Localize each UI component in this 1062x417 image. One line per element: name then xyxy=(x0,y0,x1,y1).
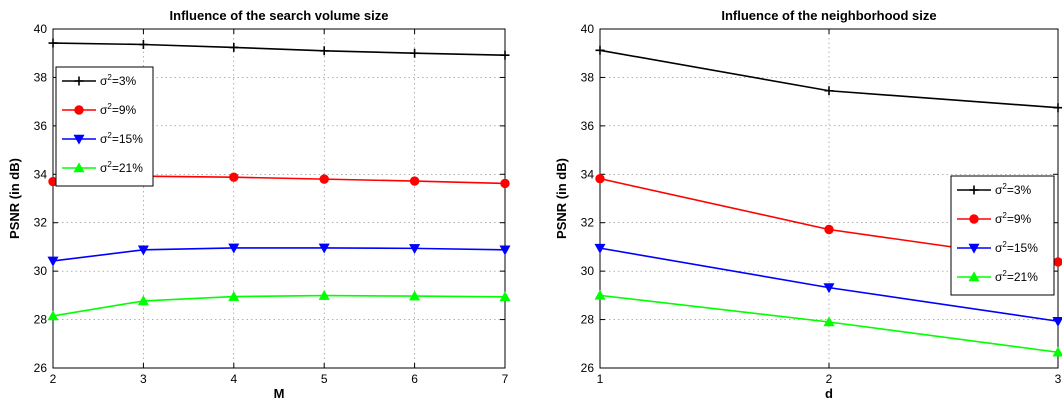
y-tick-label: 36 xyxy=(581,119,595,133)
legend-label: σ2=21% xyxy=(995,269,1038,284)
y-tick-label: 40 xyxy=(581,22,595,36)
chart-title: Influence of the neighborhood size xyxy=(721,8,936,23)
x-tick-label: 2 xyxy=(50,372,57,386)
y-tick-label: 34 xyxy=(34,167,48,181)
legend-marker xyxy=(970,215,979,224)
y-axis-label: PSNR (in dB) xyxy=(554,158,569,239)
legend: σ2=3% σ2=9% σ2=15% σ2=21% xyxy=(951,176,1054,295)
x-tick-label: 6 xyxy=(411,372,418,386)
legend-label: σ2=3% xyxy=(100,73,137,88)
chart-title: Influence of the search volume size xyxy=(170,8,389,23)
data-point xyxy=(410,177,419,186)
legend-label-value: =21% xyxy=(112,161,143,175)
x-tick-label: 1 xyxy=(597,372,604,386)
data-point xyxy=(1054,258,1062,267)
y-axis-label: PSNR (in dB) xyxy=(7,158,22,239)
legend-label: σ2=15% xyxy=(100,131,143,146)
legend-label-value: =3% xyxy=(112,74,137,88)
chart-panel-2: 1 2 3 26 28 30 32 34 36 38 40 Influence of the neig… xyxy=(554,8,1062,401)
y-tick-label: 34 xyxy=(581,167,595,181)
legend-label-value: =3% xyxy=(1007,183,1032,197)
x-tick-label: 3 xyxy=(140,372,147,386)
y-tick-label: 32 xyxy=(34,216,48,230)
legend-label-value: =9% xyxy=(1007,212,1032,226)
y-tick-label: 28 xyxy=(34,313,48,327)
legend-label-value: =15% xyxy=(1007,241,1038,255)
legend-label-value: =21% xyxy=(1007,270,1038,284)
legend-label: σ2=15% xyxy=(995,240,1038,255)
data-point xyxy=(825,225,834,234)
y-tick-label: 26 xyxy=(34,361,48,375)
legend-label: σ2=9% xyxy=(100,102,137,117)
y-tick-label: 32 xyxy=(581,216,595,230)
x-tick-label: 7 xyxy=(502,372,509,386)
data-point xyxy=(501,179,510,188)
data-point xyxy=(596,174,605,183)
legend-label: σ2=9% xyxy=(995,211,1032,226)
y-tick-label: 40 xyxy=(34,22,48,36)
y-tick-label: 30 xyxy=(34,264,48,278)
x-tick-label: 2 xyxy=(826,372,833,386)
legend-label: σ2=3% xyxy=(995,182,1032,197)
y-tick-label: 30 xyxy=(581,264,595,278)
y-tick-label: 26 xyxy=(581,361,595,375)
x-axis-label: M xyxy=(274,386,285,401)
data-point xyxy=(320,175,329,184)
legend: σ2=3% σ2=9% σ2=15% σ2=21% xyxy=(56,67,153,186)
x-tick-label: 5 xyxy=(321,372,328,386)
legend-label: σ2=21% xyxy=(100,160,143,175)
y-tick-label: 38 xyxy=(34,70,48,84)
legend-marker xyxy=(75,106,84,115)
y-tick-label: 28 xyxy=(581,313,595,327)
x-axis-label: d xyxy=(825,386,833,401)
x-tick-label: 3 xyxy=(1055,372,1062,386)
data-point xyxy=(230,173,239,182)
x-tick-label: 4 xyxy=(230,372,237,386)
y-tick-label: 38 xyxy=(581,70,595,84)
y-tick-label: 36 xyxy=(34,119,48,133)
legend-label-value: =15% xyxy=(112,132,143,146)
legend-label-value: =9% xyxy=(112,103,137,117)
